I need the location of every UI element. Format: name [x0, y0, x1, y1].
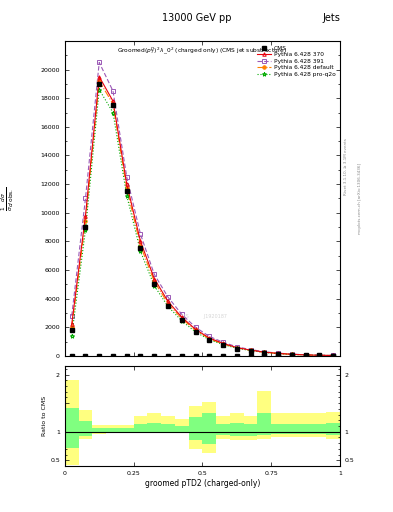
Text: Jets: Jets: [322, 13, 340, 23]
Bar: [202, 413, 216, 444]
Bar: [134, 424, 147, 432]
Bar: [299, 413, 312, 437]
Bar: [134, 416, 147, 433]
Bar: [312, 413, 326, 437]
Bar: [92, 425, 106, 434]
Bar: [175, 426, 189, 432]
Bar: [161, 424, 175, 432]
Bar: [79, 421, 92, 436]
Bar: [230, 413, 244, 440]
Bar: [175, 419, 189, 433]
Bar: [257, 391, 271, 439]
Bar: [65, 380, 79, 465]
Y-axis label: Ratio to CMS: Ratio to CMS: [42, 396, 48, 436]
Bar: [244, 416, 257, 440]
Bar: [65, 408, 79, 447]
Legend: CMS, Pythia 6.428 370, Pythia 6.428 391, Pythia 6.428 default, Pythia 6.428 pro-: CMS, Pythia 6.428 370, Pythia 6.428 391,…: [255, 44, 337, 79]
Text: Rivet 3.1.10, ≥ 3.1M events: Rivet 3.1.10, ≥ 3.1M events: [344, 138, 348, 196]
Bar: [106, 428, 120, 432]
Bar: [326, 422, 340, 435]
Bar: [285, 424, 299, 434]
Text: CMS          J1920187: CMS J1920187: [178, 314, 227, 319]
Text: mcplots.cern.ch [arXiv:1306.3436]: mcplots.cern.ch [arXiv:1306.3436]: [358, 163, 362, 234]
Bar: [189, 417, 202, 440]
Bar: [189, 406, 202, 449]
Bar: [271, 413, 285, 437]
Bar: [271, 424, 285, 434]
Bar: [326, 412, 340, 439]
Bar: [92, 428, 106, 433]
Bar: [120, 425, 134, 433]
Bar: [312, 424, 326, 434]
Text: Groomed$(p_T^D)^2\,\lambda\_0^2$ (charged only) (CMS jet substructure): Groomed$(p_T^D)^2\,\lambda\_0^2$ (charge…: [118, 46, 287, 56]
Bar: [257, 413, 271, 435]
Bar: [79, 410, 92, 439]
Bar: [202, 402, 216, 453]
Bar: [161, 416, 175, 433]
Bar: [216, 424, 230, 435]
Bar: [147, 413, 161, 433]
Bar: [216, 416, 230, 439]
Bar: [299, 424, 312, 434]
Text: $\frac{1}{\sigma}\frac{d\sigma}{d\,\mathrm{obs.}}$: $\frac{1}{\sigma}\frac{d\sigma}{d\,\math…: [0, 186, 16, 211]
Bar: [285, 413, 299, 437]
Bar: [147, 422, 161, 432]
Bar: [244, 424, 257, 436]
Bar: [106, 425, 120, 433]
Bar: [120, 428, 134, 432]
Bar: [230, 422, 244, 436]
X-axis label: groomed pTD2 (charged-only): groomed pTD2 (charged-only): [145, 479, 260, 487]
Text: 13000 GeV pp: 13000 GeV pp: [162, 13, 231, 23]
